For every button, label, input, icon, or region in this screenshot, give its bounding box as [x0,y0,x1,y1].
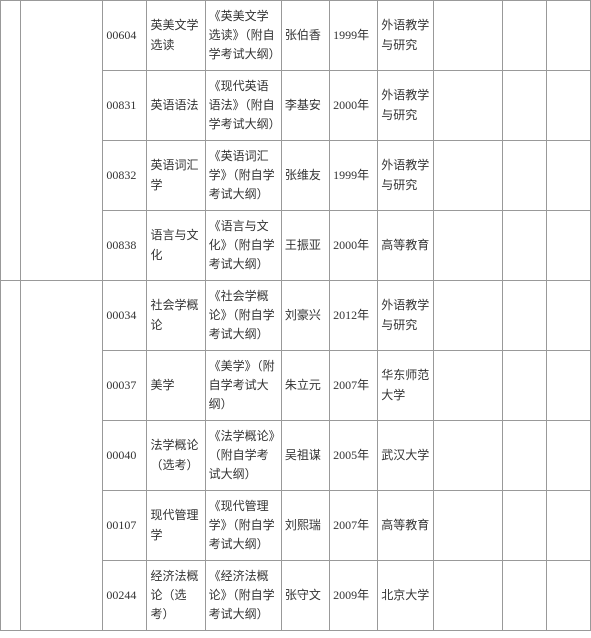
year-cell: 2007年 [330,491,378,561]
publisher-cell: 外语教学与研究 [378,71,434,141]
group-cell-b [21,1,103,281]
empty-cell [434,351,502,421]
author-cell: 李基安 [281,71,329,141]
book-cell: 《法学概论》（附自学考试大纲） [205,421,281,491]
code-cell: 00037 [103,351,147,421]
table-row: 00604英美文学选读《英美文学选读》（附自学考试大纲）张伯香1999年外语教学… [1,1,591,71]
author-cell: 朱立元 [281,351,329,421]
book-cell: 《社会学概论》（附自学考试大纲） [205,281,281,351]
empty-cell [502,421,546,491]
book-cell: 《经济法概论》（附自学考试大纲） [205,561,281,631]
author-cell: 刘豪兴 [281,281,329,351]
publisher-cell: 高等教育 [378,491,434,561]
course-textbook-table: 00604英美文学选读《英美文学选读》（附自学考试大纲）张伯香1999年外语教学… [0,0,591,631]
course-cell: 英语语法 [147,71,205,141]
author-cell: 刘熙瑞 [281,491,329,561]
course-cell: 经济法概论（选考） [147,561,205,631]
empty-cell [434,491,502,561]
code-cell: 00604 [103,1,147,71]
group-cell-a [1,1,21,281]
code-cell: 00831 [103,71,147,141]
empty-cell [546,281,590,351]
year-cell: 1999年 [330,141,378,211]
group-cell-b [21,281,103,631]
empty-cell [434,211,502,281]
empty-cell [546,561,590,631]
author-cell: 吴祖谋 [281,421,329,491]
course-cell: 英美文学选读 [147,1,205,71]
empty-cell [502,211,546,281]
empty-cell [546,211,590,281]
empty-cell [434,561,502,631]
year-cell: 2000年 [330,71,378,141]
course-cell: 美学 [147,351,205,421]
empty-cell [502,141,546,211]
empty-cell [502,491,546,561]
code-cell: 00838 [103,211,147,281]
course-cell: 法学概论（选考） [147,421,205,491]
empty-cell [502,1,546,71]
course-cell: 现代管理学 [147,491,205,561]
empty-cell [434,1,502,71]
empty-cell [546,71,590,141]
empty-cell [502,351,546,421]
book-cell: 《英美文学选读》（附自学考试大纲） [205,1,281,71]
empty-cell [502,71,546,141]
empty-cell [434,141,502,211]
book-cell: 《美学》（附自学考试大纲） [205,351,281,421]
publisher-cell: 武汉大学 [378,421,434,491]
publisher-cell: 外语教学与研究 [378,141,434,211]
year-cell: 2012年 [330,281,378,351]
table-row: 00034社会学概论《社会学概论》（附自学考试大纲）刘豪兴2012年外语教学与研… [1,281,591,351]
code-cell: 00040 [103,421,147,491]
course-cell: 英语词汇学 [147,141,205,211]
author-cell: 张伯香 [281,1,329,71]
book-cell: 《现代管理学》（附自学考试大纲） [205,491,281,561]
course-cell: 社会学概论 [147,281,205,351]
code-cell: 00244 [103,561,147,631]
empty-cell [434,421,502,491]
empty-cell [434,71,502,141]
book-cell: 《语言与文化》（附自学考试大纲） [205,211,281,281]
author-cell: 王振亚 [281,211,329,281]
book-cell: 《英语词汇学》（附自学考试大纲） [205,141,281,211]
year-cell: 2000年 [330,211,378,281]
empty-cell [546,491,590,561]
year-cell: 2005年 [330,421,378,491]
code-cell: 00107 [103,491,147,561]
year-cell: 1999年 [330,1,378,71]
empty-cell [546,1,590,71]
author-cell: 张守文 [281,561,329,631]
empty-cell [546,421,590,491]
author-cell: 张维友 [281,141,329,211]
year-cell: 2007年 [330,351,378,421]
empty-cell [434,281,502,351]
code-cell: 00832 [103,141,147,211]
course-cell: 语言与文化 [147,211,205,281]
empty-cell [502,561,546,631]
publisher-cell: 北京大学 [378,561,434,631]
code-cell: 00034 [103,281,147,351]
year-cell: 2009年 [330,561,378,631]
publisher-cell: 高等教育 [378,211,434,281]
publisher-cell: 外语教学与研究 [378,281,434,351]
group-cell-a [1,281,21,631]
publisher-cell: 外语教学与研究 [378,1,434,71]
empty-cell [546,351,590,421]
empty-cell [502,281,546,351]
publisher-cell: 华东师范大学 [378,351,434,421]
book-cell: 《现代英语语法》（附自学考试大纲） [205,71,281,141]
empty-cell [546,141,590,211]
